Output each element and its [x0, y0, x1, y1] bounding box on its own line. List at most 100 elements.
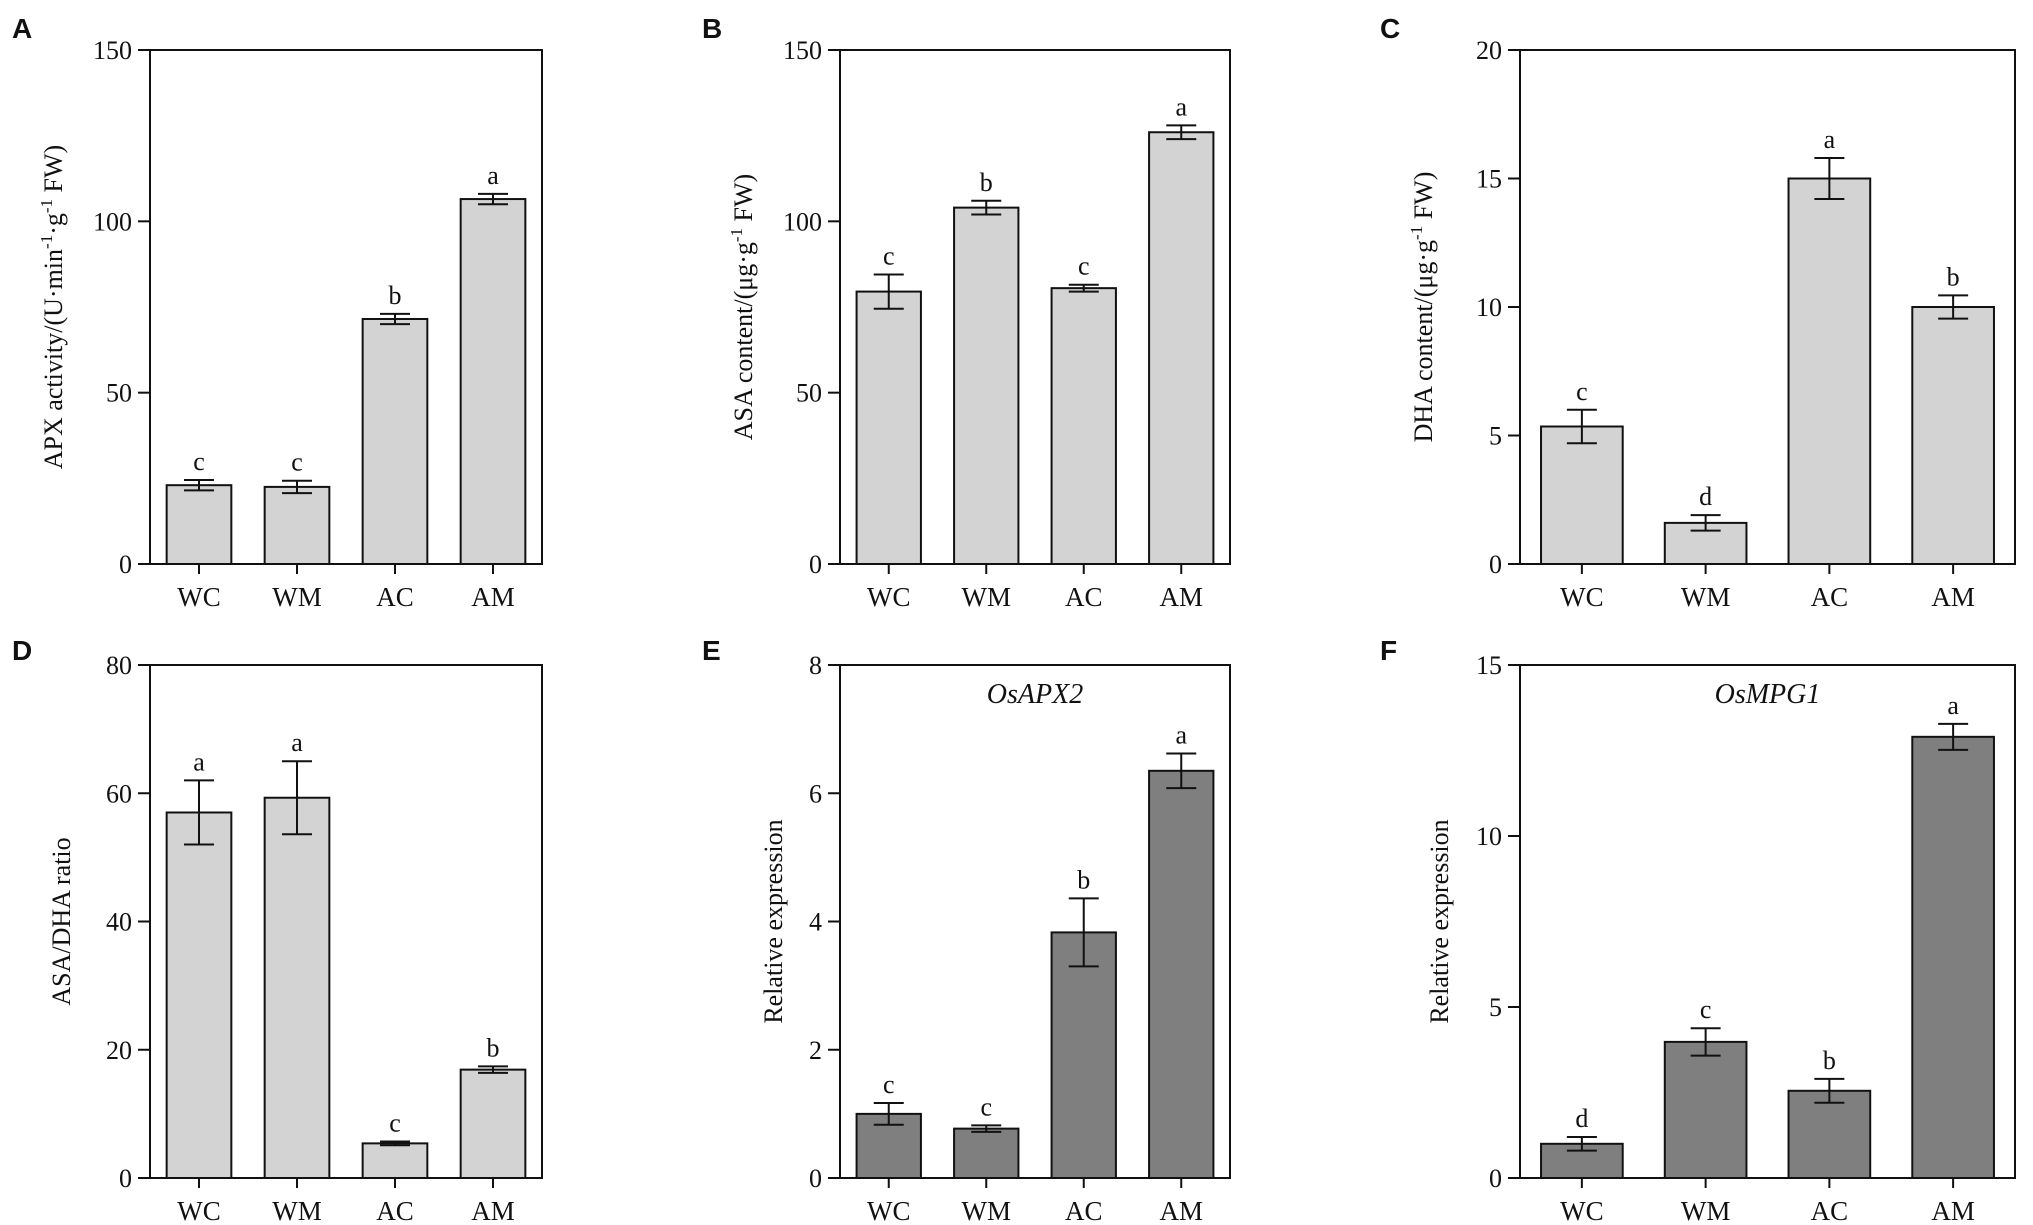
- significance-label: a: [1175, 720, 1187, 749]
- y-axis-title: ASA/DHA ratio: [47, 837, 76, 1005]
- bar: [361, 1142, 429, 1180]
- y-tick-label: 0: [119, 550, 132, 579]
- significance-label: b: [389, 281, 402, 310]
- x-tick-label: AC: [376, 582, 414, 612]
- significance-label: a: [1947, 691, 1959, 720]
- y-axis-title: APX activity/(U·min-1·g-1 FW): [37, 145, 68, 469]
- bar: [263, 796, 331, 1180]
- x-tick-label: WC: [1560, 582, 1604, 612]
- y-axis-title-part: DHA content/(μg·g: [1409, 240, 1438, 442]
- bar: [459, 198, 527, 565]
- plot-frame: [149, 49, 543, 565]
- x-tick-label: WM: [1681, 1196, 1731, 1225]
- y-axis-title-part: FW): [729, 174, 758, 228]
- y-axis-title: DHA content/(μg·g-1 FW): [1407, 172, 1438, 443]
- y-tick-label: 10: [1476, 822, 1502, 851]
- significance-label: b: [980, 168, 993, 197]
- x-tick-label: WM: [272, 582, 322, 612]
- x-tick-label: AC: [1065, 1196, 1103, 1225]
- bar: [855, 290, 922, 565]
- significance-label: c: [980, 1092, 992, 1121]
- y-tick-label: 5: [1489, 993, 1502, 1022]
- y-tick-label: 8: [809, 651, 822, 680]
- x-tick-label: WM: [272, 1196, 322, 1225]
- bar: [953, 1127, 1020, 1180]
- x-tick-label: WC: [177, 1196, 221, 1225]
- bar: [165, 811, 233, 1179]
- y-axis-title-part: ASA content/(μg·g: [729, 242, 758, 440]
- plot-frame: [839, 49, 1231, 565]
- panel-b: B 0 50 100 150 ASA content/(μg·g-1 FW) c WC b WM c…: [702, 13, 1231, 612]
- panel-f: F 0 5 10 15 Relative expression OsMPG1 d WC c WM b A…: [1380, 635, 2016, 1225]
- bar: [165, 484, 233, 566]
- significance-label: a: [193, 747, 205, 776]
- bar: [1540, 425, 1624, 565]
- gene-title: OsAPX2: [987, 679, 1083, 710]
- y-axis-title-part: FW): [39, 145, 68, 199]
- bar: [459, 1068, 527, 1180]
- y-axis-title-part: APX activity/(U·min: [39, 249, 68, 469]
- significance-label: c: [883, 241, 895, 270]
- panel-letter: B: [702, 13, 722, 44]
- significance-label: b: [487, 1033, 500, 1062]
- bar: [1050, 287, 1117, 565]
- x-tick-label: WC: [867, 582, 911, 612]
- panel-letter: C: [1380, 13, 1400, 44]
- panel-letter: E: [702, 635, 721, 666]
- bar: [1911, 735, 1995, 1179]
- y-tick-label: 0: [119, 1164, 132, 1193]
- y-axis-title-part: ·g: [39, 213, 68, 235]
- significance-label: a: [1175, 92, 1187, 121]
- significance-label: c: [1700, 995, 1712, 1024]
- significance-label: c: [193, 447, 205, 476]
- bar: [361, 317, 429, 566]
- y-tick-label: 150: [783, 36, 822, 65]
- y-tick-label: 10: [1476, 293, 1502, 322]
- panel-e: E 0 2 4 6 8 Relative expression OsAPX2 c WC c WM b AC…: [702, 635, 1231, 1225]
- x-tick-label: WC: [177, 582, 221, 612]
- y-axis-title-superscript: -1: [37, 235, 56, 249]
- significance-label: a: [1824, 125, 1836, 154]
- significance-label: b: [1947, 262, 1960, 291]
- panel-letter: D: [12, 635, 32, 666]
- y-tick-label: 0: [809, 1164, 822, 1193]
- x-tick-label: AM: [1159, 582, 1203, 612]
- bar: [1787, 1089, 1872, 1180]
- y-tick-label: 15: [1476, 165, 1502, 194]
- significance-label: c: [389, 1108, 401, 1137]
- bar: [1911, 306, 1995, 565]
- x-tick-label: AC: [1811, 1196, 1849, 1225]
- panel-letter: F: [1380, 635, 1397, 666]
- bar: [1148, 769, 1215, 1180]
- significance-label: a: [487, 161, 499, 190]
- y-tick-label: 0: [1489, 550, 1502, 579]
- y-tick-label: 40: [106, 908, 132, 937]
- x-tick-label: AM: [1159, 1196, 1203, 1225]
- x-tick-label: AM: [471, 1196, 515, 1225]
- y-axis-title-part: Relative expression: [1425, 819, 1454, 1023]
- y-axis-title-superscript: -1: [37, 199, 56, 213]
- bar: [1663, 1040, 1748, 1180]
- y-axis-title: Relative expression: [759, 819, 788, 1023]
- significance-label: d: [1575, 1104, 1588, 1133]
- significance-label: d: [1699, 482, 1712, 511]
- significance-label: c: [291, 448, 303, 477]
- y-tick-label: 20: [106, 1036, 132, 1065]
- y-axis-title-part: ASA/DHA ratio: [47, 837, 76, 1005]
- significance-label: a: [291, 728, 303, 757]
- bar: [1050, 931, 1117, 1179]
- y-tick-label: 50: [796, 379, 822, 408]
- panel-letter: A: [12, 13, 32, 44]
- x-tick-label: AC: [376, 1196, 414, 1225]
- significance-label: c: [883, 1070, 895, 1099]
- y-tick-label: 0: [809, 550, 822, 579]
- x-tick-label: WM: [962, 1196, 1012, 1225]
- bar: [1787, 177, 1872, 565]
- y-axis-title-part: Relative expression: [759, 819, 788, 1023]
- y-tick-label: 150: [93, 36, 132, 65]
- y-tick-label: 100: [783, 207, 822, 236]
- y-axis-title: ASA content/(μg·g-1 FW): [727, 174, 758, 440]
- plot-frame: [1519, 664, 2016, 1179]
- y-tick-label: 15: [1476, 651, 1502, 680]
- y-axis-title: Relative expression: [1425, 819, 1454, 1023]
